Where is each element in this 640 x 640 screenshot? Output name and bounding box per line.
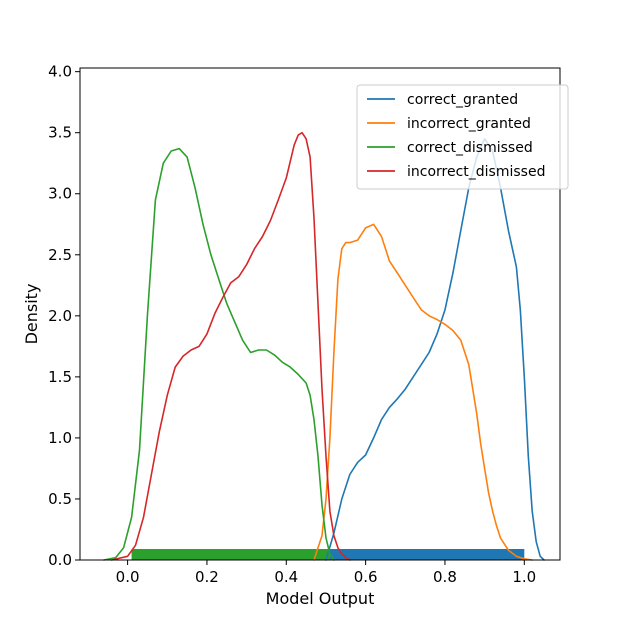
y-tick-label: 3.0	[48, 185, 72, 203]
series-line-correct_granted	[325, 138, 545, 561]
x-tick-label: 0.8	[433, 568, 457, 586]
y-tick-label: 0.5	[48, 490, 72, 508]
legend-label-correct_dismissed: correct_dismissed	[407, 140, 533, 156]
y-tick-label: 1.0	[48, 429, 72, 447]
y-tick-label: 3.5	[48, 124, 72, 142]
y-axis: 0.0 0.5 1.0 1.5 2.0 2.5 3.0 3.5 4.0	[48, 63, 80, 569]
x-tick-label: 0.0	[116, 568, 140, 586]
y-tick-label: 0.0	[48, 551, 72, 569]
series-line-incorrect_granted	[313, 223, 533, 561]
plot-frame	[79, 67, 561, 561]
legend-box	[356, 84, 569, 190]
x-tick-label: 0.2	[195, 568, 219, 586]
legend-label-correct_granted: correct_granted	[407, 92, 518, 108]
series-line-incorrect_dismissed	[110, 131, 351, 561]
legend: correct_granted incorrect_granted correct_…	[356, 84, 569, 190]
x-axis-label: Model Output	[266, 589, 375, 608]
y-tick-label: 2.0	[48, 307, 72, 325]
rug-band-0	[325, 549, 525, 560]
legend-label-incorrect_granted: incorrect_granted	[407, 116, 531, 132]
series-layer	[103, 131, 545, 561]
y-tick-label: 4.0	[48, 63, 72, 81]
rug-layer	[131, 549, 525, 560]
y-axis-label: Density	[22, 284, 41, 345]
y-tick-label: 1.5	[48, 368, 72, 386]
x-tick-label: 0.4	[274, 568, 298, 586]
series-line-correct_dismissed	[103, 147, 335, 561]
legend-label-incorrect_dismissed: incorrect_dismissed	[407, 164, 545, 180]
x-tick-label: 1.0	[512, 568, 536, 586]
x-axis: 0.0 0.2 0.4 0.6 0.8 1.0	[116, 560, 536, 586]
rug-band-1	[131, 549, 330, 560]
x-tick-label: 0.6	[354, 568, 378, 586]
y-tick-label: 2.5	[48, 246, 72, 264]
